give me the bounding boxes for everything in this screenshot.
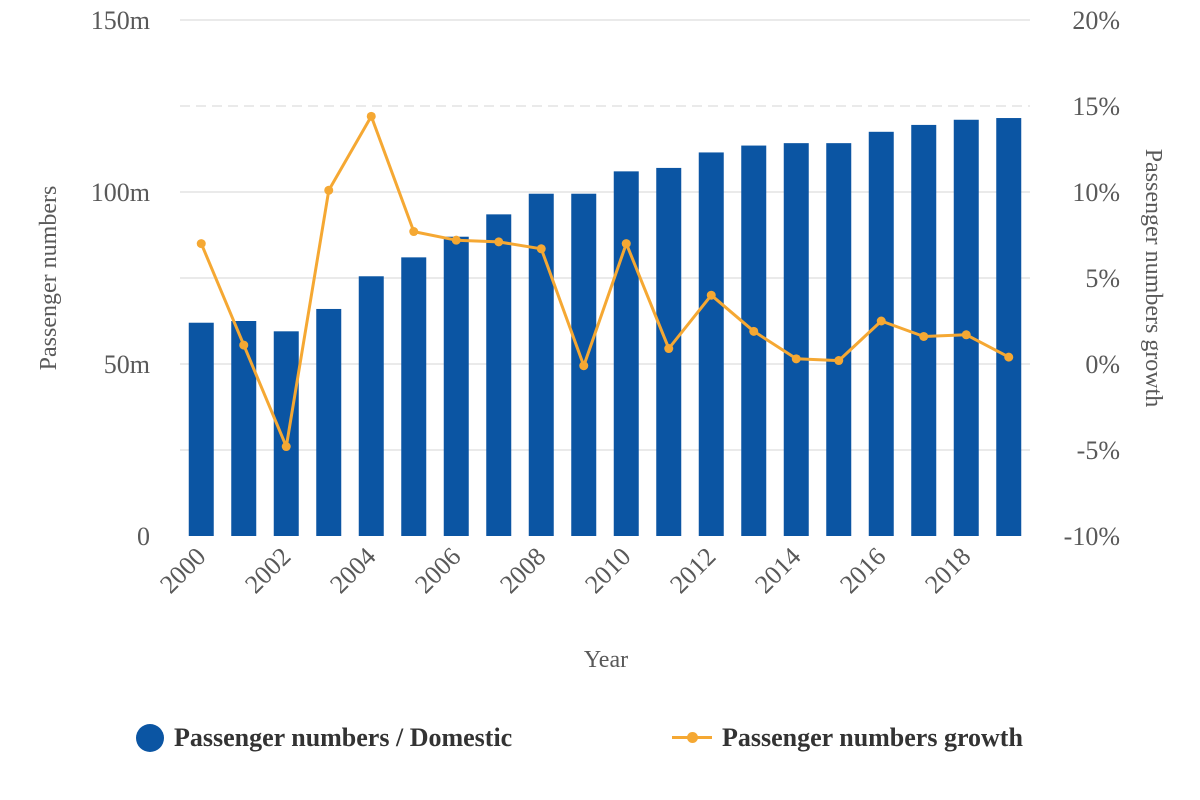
x-axis-title: Year xyxy=(584,647,628,673)
x-tick-label: 2008 xyxy=(494,542,551,599)
left-tick-label: 100m xyxy=(91,178,150,207)
line-series xyxy=(196,111,1014,452)
bar-2006[interactable] xyxy=(443,236,469,536)
legend-label-growth: Passenger numbers growth xyxy=(722,723,1023,752)
legend-line-swatch-icon xyxy=(672,724,712,752)
bar-2004[interactable] xyxy=(358,276,384,536)
right-tick-label: 10% xyxy=(1072,178,1120,207)
growth-point-2019[interactable] xyxy=(1004,352,1014,362)
x-axis-ticks: 2000 2002 2004 2006 2008 2010 2012 2014 2016 2018 xyxy=(154,542,976,599)
bar-2019[interactable] xyxy=(996,118,1022,536)
right-axis-title: Passenger numbers growth xyxy=(1140,149,1166,408)
bar-2018[interactable] xyxy=(953,119,979,536)
right-tick-label: 5% xyxy=(1085,264,1120,293)
x-tick-label: 2010 xyxy=(579,542,636,599)
bar-2000[interactable] xyxy=(188,322,214,536)
bar-2012[interactable] xyxy=(698,152,724,536)
growth-point-2004[interactable] xyxy=(366,111,376,121)
x-tick-label: 2006 xyxy=(409,542,466,599)
bar-series xyxy=(188,118,1022,537)
bar-2003[interactable] xyxy=(316,308,342,536)
left-axis-ticks: 0 50m 100m 150m xyxy=(91,6,150,551)
growth-point-2006[interactable] xyxy=(451,235,461,245)
bar-2015[interactable] xyxy=(826,143,852,537)
bar-2017[interactable] xyxy=(911,124,937,537)
growth-point-2010[interactable] xyxy=(621,239,631,249)
growth-point-2001[interactable] xyxy=(239,340,249,350)
growth-point-2009[interactable] xyxy=(579,361,589,371)
growth-point-2013[interactable] xyxy=(749,326,759,336)
growth-point-2000[interactable] xyxy=(196,239,206,249)
legend-label-passenger-numbers: Passenger numbers / Domestic xyxy=(174,723,513,752)
left-tick-label: 150m xyxy=(91,6,150,35)
bar-2013[interactable] xyxy=(741,145,767,536)
left-axis-title: Passenger numbers xyxy=(36,186,62,371)
growth-point-2003[interactable] xyxy=(324,185,334,195)
growth-point-2008[interactable] xyxy=(536,244,546,254)
bar-2010[interactable] xyxy=(613,171,639,537)
legend-item-growth[interactable]: Passenger numbers growth xyxy=(672,716,1023,760)
growth-point-2017[interactable] xyxy=(919,331,929,341)
growth-point-2012[interactable] xyxy=(706,290,716,300)
growth-point-2016[interactable] xyxy=(876,316,886,326)
right-tick-label: -5% xyxy=(1077,436,1120,465)
legend-bar-swatch-icon xyxy=(136,724,164,752)
gridlines xyxy=(180,19,1030,451)
growth-point-2002[interactable] xyxy=(281,442,291,452)
right-axis-ticks: -10% -5% 0% 5% 10% 15% 20% xyxy=(1064,6,1120,551)
x-tick-label: 2014 xyxy=(749,542,806,599)
x-tick-label: 2000 xyxy=(154,542,211,599)
right-tick-label: 15% xyxy=(1072,92,1120,121)
bar-2005[interactable] xyxy=(401,257,427,536)
bar-2007[interactable] xyxy=(486,214,512,537)
legend-item-passenger-numbers[interactable]: Passenger numbers / Domestic xyxy=(136,716,512,760)
bar-2001[interactable] xyxy=(231,321,257,536)
x-tick-label: 2002 xyxy=(239,542,296,599)
right-tick-label: 0% xyxy=(1085,350,1120,379)
bar-2002[interactable] xyxy=(273,331,299,536)
x-tick-label: 2012 xyxy=(664,542,721,599)
growth-point-2011[interactable] xyxy=(664,344,674,354)
growth-point-2005[interactable] xyxy=(409,227,419,237)
left-tick-label: 50m xyxy=(104,350,150,379)
left-tick-label: 0 xyxy=(137,522,150,551)
legend: Passenger numbers / Domestic Passenger n… xyxy=(0,716,1200,760)
x-tick-label: 2016 xyxy=(834,542,891,599)
growth-line xyxy=(199,114,1010,449)
right-tick-label: -10% xyxy=(1064,522,1120,551)
bar-2016[interactable] xyxy=(868,131,894,537)
bar-2014[interactable] xyxy=(783,143,809,537)
right-tick-label: 20% xyxy=(1072,6,1120,35)
growth-point-2015[interactable] xyxy=(834,356,844,366)
growth-point-2018[interactable] xyxy=(961,330,971,340)
growth-point-2007[interactable] xyxy=(494,237,504,247)
growth-point-2014[interactable] xyxy=(791,354,801,364)
x-tick-label: 2004 xyxy=(324,542,381,599)
x-tick-label: 2018 xyxy=(919,542,976,599)
